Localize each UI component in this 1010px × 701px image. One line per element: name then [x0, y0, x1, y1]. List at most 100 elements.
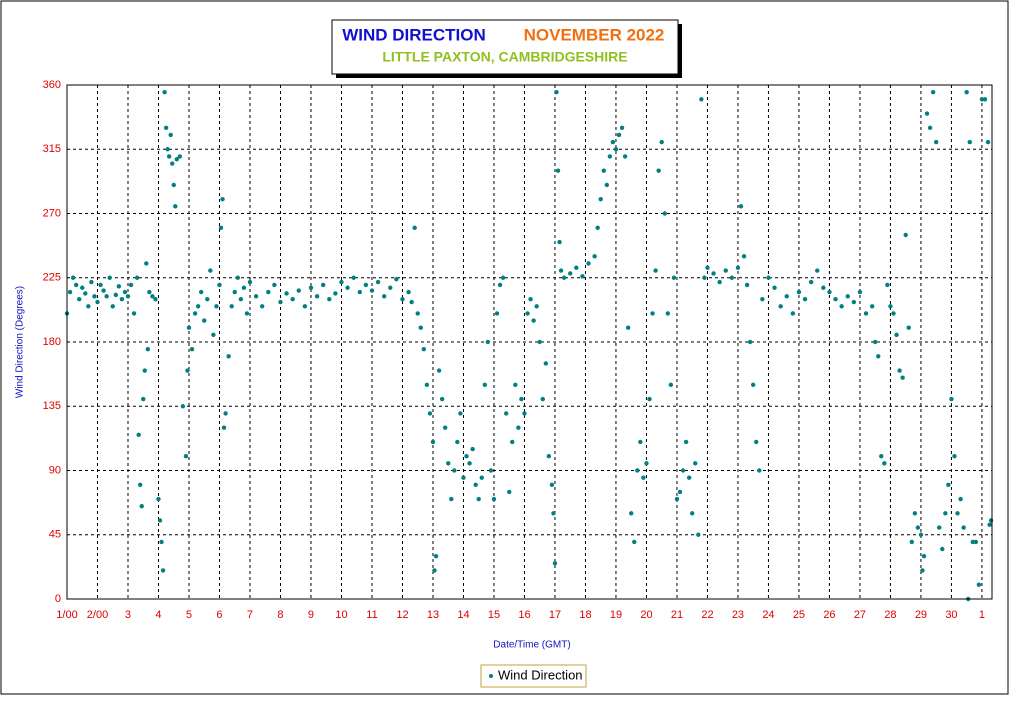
x-tick-label: 8	[277, 609, 283, 621]
point	[729, 275, 735, 280]
point	[554, 89, 559, 95]
point	[139, 503, 144, 509]
point	[446, 461, 451, 466]
point	[412, 225, 417, 230]
point	[717, 279, 722, 285]
point	[952, 454, 957, 459]
point	[226, 354, 231, 359]
point	[882, 461, 887, 466]
point	[557, 239, 562, 245]
point	[964, 89, 969, 95]
point	[165, 147, 170, 152]
point	[625, 325, 631, 330]
point	[381, 294, 387, 299]
y-tick-label: 180	[43, 336, 61, 348]
legend-label: Wind Direction	[498, 667, 583, 682]
point	[598, 197, 603, 202]
point	[741, 254, 747, 259]
point	[86, 304, 91, 309]
x-tick-label: 1	[979, 609, 985, 621]
point	[534, 304, 539, 309]
point	[827, 289, 832, 295]
point	[686, 475, 692, 480]
point	[924, 111, 930, 116]
x-tick-label: 28	[884, 609, 896, 621]
point	[967, 139, 972, 145]
x-tick-label: 21	[671, 609, 683, 621]
point	[345, 285, 350, 290]
point	[519, 396, 524, 402]
x-tick-label: 25	[793, 609, 805, 621]
point	[186, 325, 192, 330]
point	[894, 332, 899, 338]
point	[436, 368, 442, 373]
point	[918, 532, 924, 537]
point	[543, 361, 549, 366]
point	[949, 396, 954, 402]
point	[961, 525, 966, 530]
point	[232, 289, 237, 295]
point	[891, 311, 896, 316]
point	[551, 511, 556, 516]
point	[863, 311, 869, 316]
point	[202, 318, 207, 323]
point	[690, 511, 695, 516]
point	[662, 211, 667, 216]
point	[314, 294, 320, 299]
point	[461, 475, 466, 480]
x-tick-label: 12	[396, 609, 408, 621]
point	[632, 539, 637, 545]
point	[296, 288, 301, 293]
point	[683, 439, 689, 445]
x-tick-label: 11	[366, 609, 377, 621]
point	[433, 553, 439, 559]
point	[128, 282, 134, 288]
x-tick-label: 15	[488, 609, 500, 621]
point	[802, 296, 808, 302]
point	[665, 311, 671, 316]
point	[516, 425, 521, 430]
point	[757, 468, 762, 473]
point	[333, 291, 338, 296]
x-tick-label: 10	[335, 609, 347, 621]
x-tick-label: 16	[518, 609, 530, 621]
point	[958, 496, 963, 502]
point	[595, 225, 600, 230]
point	[711, 271, 716, 276]
point	[537, 339, 542, 345]
point	[168, 132, 173, 138]
point	[430, 439, 436, 445]
x-tick-label: 27	[854, 609, 866, 621]
point	[747, 339, 753, 345]
point	[218, 225, 224, 230]
point	[735, 265, 741, 270]
point	[921, 553, 927, 559]
point	[857, 289, 863, 295]
point	[555, 168, 561, 173]
point	[696, 532, 701, 537]
chart-period: NOVEMBER 2022	[524, 25, 665, 44]
point	[500, 275, 506, 280]
point	[220, 197, 225, 202]
point	[674, 496, 680, 502]
point	[680, 468, 686, 473]
point	[561, 275, 567, 280]
point	[174, 157, 179, 162]
point	[671, 275, 677, 280]
point	[156, 496, 161, 502]
point	[985, 139, 991, 145]
point	[92, 294, 97, 299]
point	[601, 168, 606, 173]
plot-frame	[66, 84, 993, 600]
point	[549, 482, 555, 487]
point	[815, 268, 820, 273]
chart-subtitle: LITTLE PAXTON, CAMBRIDGESHIRE	[382, 49, 627, 65]
point	[540, 396, 545, 402]
point	[522, 411, 527, 416]
point	[244, 311, 250, 316]
point	[531, 318, 536, 323]
point	[525, 311, 530, 316]
point	[80, 285, 85, 290]
